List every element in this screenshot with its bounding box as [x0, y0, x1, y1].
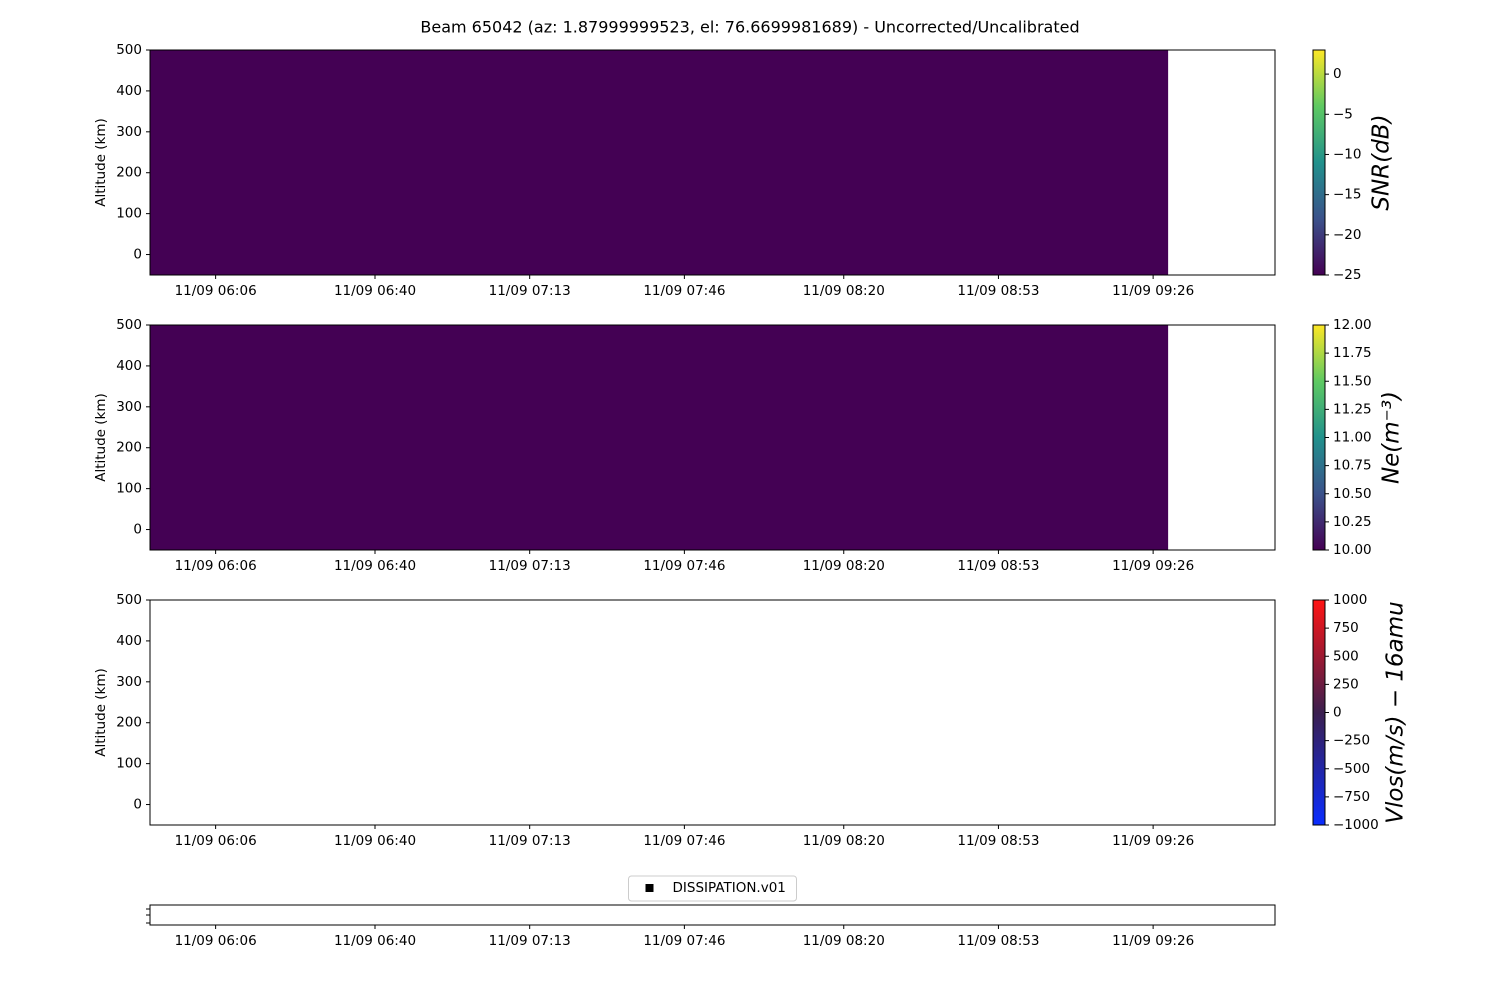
colorbar-tick-label: −500 — [1333, 761, 1370, 777]
y-tick-label: 200 — [116, 165, 142, 181]
colorbar-tick-label: 750 — [1333, 620, 1359, 636]
y-tick-label: 400 — [116, 633, 142, 649]
x-tick-label: 11/09 08:53 — [957, 558, 1039, 574]
y-axis-label: Altitude (km) — [93, 668, 109, 757]
figure-title: Beam 65042 (az: 1.87999999523, el: 76.66… — [420, 18, 1079, 37]
colorbar-tick-label: −20 — [1333, 227, 1362, 243]
x-tick-label: 11/09 09:26 — [1112, 558, 1194, 574]
x-tick-label: 11/09 09:26 — [1112, 933, 1194, 949]
y-tick-label: 200 — [116, 440, 142, 456]
x-tick-label: 11/09 08:20 — [803, 933, 885, 949]
y-tick-label: 400 — [116, 83, 142, 99]
x-tick-label: 11/09 07:13 — [489, 933, 571, 949]
x-tick-label: 11/09 06:06 — [175, 283, 257, 299]
axes-frame — [149, 324, 1276, 551]
x-tick-label: 11/09 07:46 — [643, 283, 725, 299]
x-tick-label: 11/09 08:53 — [957, 283, 1039, 299]
colorbar-tick-label: −25 — [1333, 267, 1362, 283]
colorbar-tick-label: −250 — [1333, 733, 1370, 749]
y-tick-label: 400 — [116, 358, 142, 374]
colorbar — [1312, 49, 1326, 276]
colorbar-label: Vlos(m/s) − 16amu — [1383, 601, 1409, 824]
x-tick-label: 11/09 06:06 — [175, 933, 257, 949]
colorbar-tick-label: −5 — [1333, 106, 1353, 122]
y-tick-label: 0 — [133, 797, 142, 813]
colorbar-tick-label: 10.50 — [1333, 486, 1372, 502]
x-tick-label: 11/09 08:20 — [803, 833, 885, 849]
colorbar-tick-label: 12.00 — [1333, 317, 1372, 333]
colorbar-tick-label: 0 — [1333, 66, 1342, 82]
x-tick-label: 11/09 06:06 — [175, 833, 257, 849]
colorbar-label: SNR(dB) — [1369, 114, 1395, 210]
heatmap-cell — [150, 325, 1169, 550]
y-tick-label: 300 — [116, 124, 142, 140]
colorbar-tick-label: 1000 — [1333, 592, 1367, 608]
x-tick-label: 11/09 07:13 — [489, 558, 571, 574]
x-tick-label: 11/09 06:40 — [334, 558, 416, 574]
colorbar — [1312, 599, 1326, 826]
colorbar-tick-label: 11.50 — [1333, 373, 1372, 389]
x-tick-label: 11/09 08:53 — [957, 833, 1039, 849]
y-axis-label: Altitude (km) — [93, 118, 109, 207]
y-tick-label: 500 — [116, 317, 142, 333]
x-tick-label: 11/09 06:40 — [334, 933, 416, 949]
x-tick-label: 11/09 08:53 — [957, 933, 1039, 949]
x-tick-label: 11/09 06:40 — [334, 833, 416, 849]
axes-frame — [149, 49, 1276, 276]
y-tick-label: 300 — [116, 399, 142, 415]
y-tick-label: 500 — [116, 592, 142, 608]
y-tick-label: 0 — [133, 247, 142, 263]
x-tick-label: 11/09 07:46 — [643, 558, 725, 574]
colorbar-tick-label: 500 — [1333, 648, 1359, 664]
x-tick-label: 11/09 06:06 — [175, 558, 257, 574]
y-axis-label: Altitude (km) — [93, 393, 109, 482]
legend-label: DISSIPATION.v01 — [673, 880, 786, 896]
colorbar-tick-label: −1000 — [1333, 817, 1379, 833]
colorbar-tick-label: 11.75 — [1333, 345, 1372, 361]
y-tick-label: 100 — [116, 206, 142, 222]
heatmap-cell — [150, 50, 1169, 275]
y-tick-label: 0 — [133, 522, 142, 538]
colorbar-tick-label: 0 — [1333, 705, 1342, 721]
tiny-y-ticks — [146, 908, 150, 924]
colorbar-tick-label: −750 — [1333, 789, 1370, 805]
colorbar-tick-label: 10.00 — [1333, 542, 1372, 558]
y-tick-label: 100 — [116, 756, 142, 772]
axes-frame — [149, 904, 1276, 926]
x-tick-label: 11/09 08:20 — [803, 558, 885, 574]
colorbar-tick-label: −10 — [1333, 146, 1362, 162]
legend-box — [628, 875, 797, 902]
x-tick-label: 11/09 08:20 — [803, 283, 885, 299]
y-tick-label: 500 — [116, 42, 142, 58]
y-tick-label: 200 — [116, 715, 142, 731]
colorbar-tick-label: 10.75 — [1333, 458, 1372, 474]
y-tick-label: 100 — [116, 481, 142, 497]
colorbar-label: Ne(m⁻³) — [1379, 391, 1405, 484]
x-tick-label: 11/09 06:40 — [334, 283, 416, 299]
colorbar-tick-label: 11.25 — [1333, 401, 1372, 417]
colorbar-tick-label: −15 — [1333, 187, 1362, 203]
legend-marker — [645, 884, 654, 892]
colorbar-tick-label: 250 — [1333, 676, 1359, 692]
colorbar-tick-label: 11.00 — [1333, 430, 1372, 446]
x-tick-label: 11/09 09:26 — [1112, 833, 1194, 849]
x-tick-label: 11/09 09:26 — [1112, 283, 1194, 299]
x-tick-label: 11/09 07:13 — [489, 833, 571, 849]
x-tick-label: 11/09 07:13 — [489, 283, 571, 299]
y-tick-label: 300 — [116, 674, 142, 690]
x-tick-label: 11/09 07:46 — [643, 833, 725, 849]
x-tick-label: 11/09 07:46 — [643, 933, 725, 949]
colorbar — [1312, 324, 1326, 551]
colorbar-tick-label: 10.25 — [1333, 514, 1372, 530]
axes-frame — [149, 599, 1276, 826]
